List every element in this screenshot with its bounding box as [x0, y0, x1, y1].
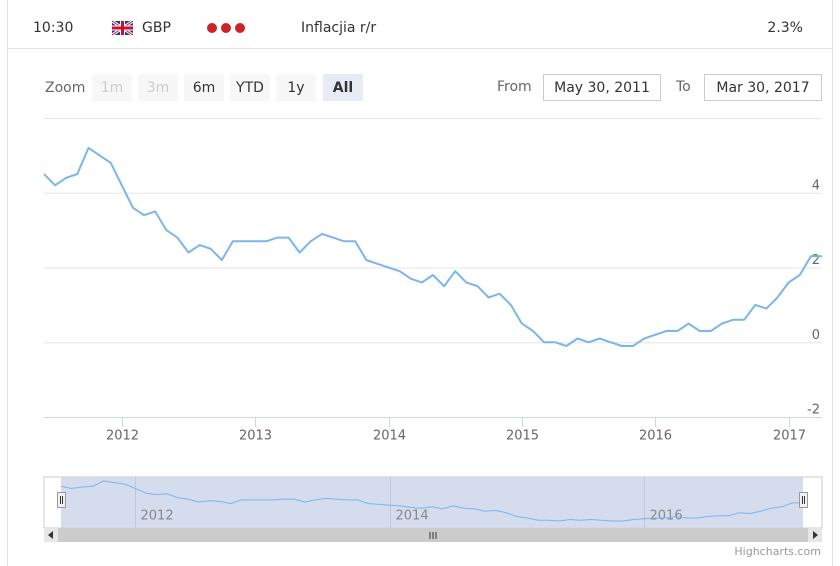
navigator-handles[interactable]	[57, 492, 808, 508]
to-date[interactable]: Mar 30, 2017	[716, 80, 809, 96]
line-series	[43, 146, 822, 347]
flag-uk	[111, 19, 134, 37]
from-label: From	[497, 79, 532, 95]
credits[interactable]: Highcharts.com	[734, 545, 821, 558]
x-tick-label: 2015	[506, 429, 539, 444]
y-tick-label: -2	[807, 403, 820, 418]
navigator-tick-label: 2014	[396, 509, 429, 524]
navigator-series: 2012 2014 2016	[60, 477, 803, 528]
range-buttons: 1m 3m 6m YTD 1y All	[92, 74, 363, 101]
navigator-mask[interactable]	[61, 477, 803, 528]
range-button[interactable]	[184, 74, 224, 101]
range-button-label[interactable]: 6m	[193, 80, 216, 96]
time: 10:30	[33, 20, 73, 36]
y-tick-label: 2	[812, 253, 820, 268]
scrollbar[interactable]	[44, 528, 822, 542]
range-button[interactable]	[323, 74, 363, 101]
range-button	[138, 74, 178, 101]
from-date[interactable]: May 30, 2011	[554, 80, 650, 96]
x-tick-label: 2012	[106, 429, 139, 444]
x-tick-label: 2017	[773, 429, 806, 444]
range-button-label[interactable]: All	[333, 80, 353, 96]
importance	[207, 23, 245, 33]
y-tick-label: 4	[812, 178, 820, 193]
x-tick-label: 2013	[239, 429, 272, 444]
range-button-label: 3m	[147, 80, 170, 96]
from-input[interactable]	[543, 74, 661, 101]
event: Inflacjia r/r	[301, 20, 376, 36]
actual-value: 2.3%	[767, 20, 803, 36]
range-button[interactable]	[276, 74, 316, 101]
navigator-tick-label: 2012	[141, 509, 174, 524]
range-button-label[interactable]: YTD	[235, 80, 264, 96]
range-button[interactable]	[230, 74, 270, 101]
x-tick-label: 2014	[373, 429, 406, 444]
plot: -2 0 2 4 2012 2013 2014 2015 2016 2017	[43, 146, 822, 444]
currency: GBP	[142, 20, 171, 36]
range-button-label: 1m	[101, 80, 124, 96]
line-series	[60, 480, 803, 522]
to-label: To	[675, 79, 691, 95]
navigator-tick-label: 2016	[650, 509, 683, 524]
x-tick-label: 2016	[639, 429, 672, 444]
range-button-label[interactable]: 1y	[287, 80, 304, 96]
range-button	[92, 74, 132, 101]
y-tick-label: 0	[812, 328, 820, 343]
to-input[interactable]	[704, 74, 822, 101]
zoom-label: Zoom	[45, 80, 85, 96]
